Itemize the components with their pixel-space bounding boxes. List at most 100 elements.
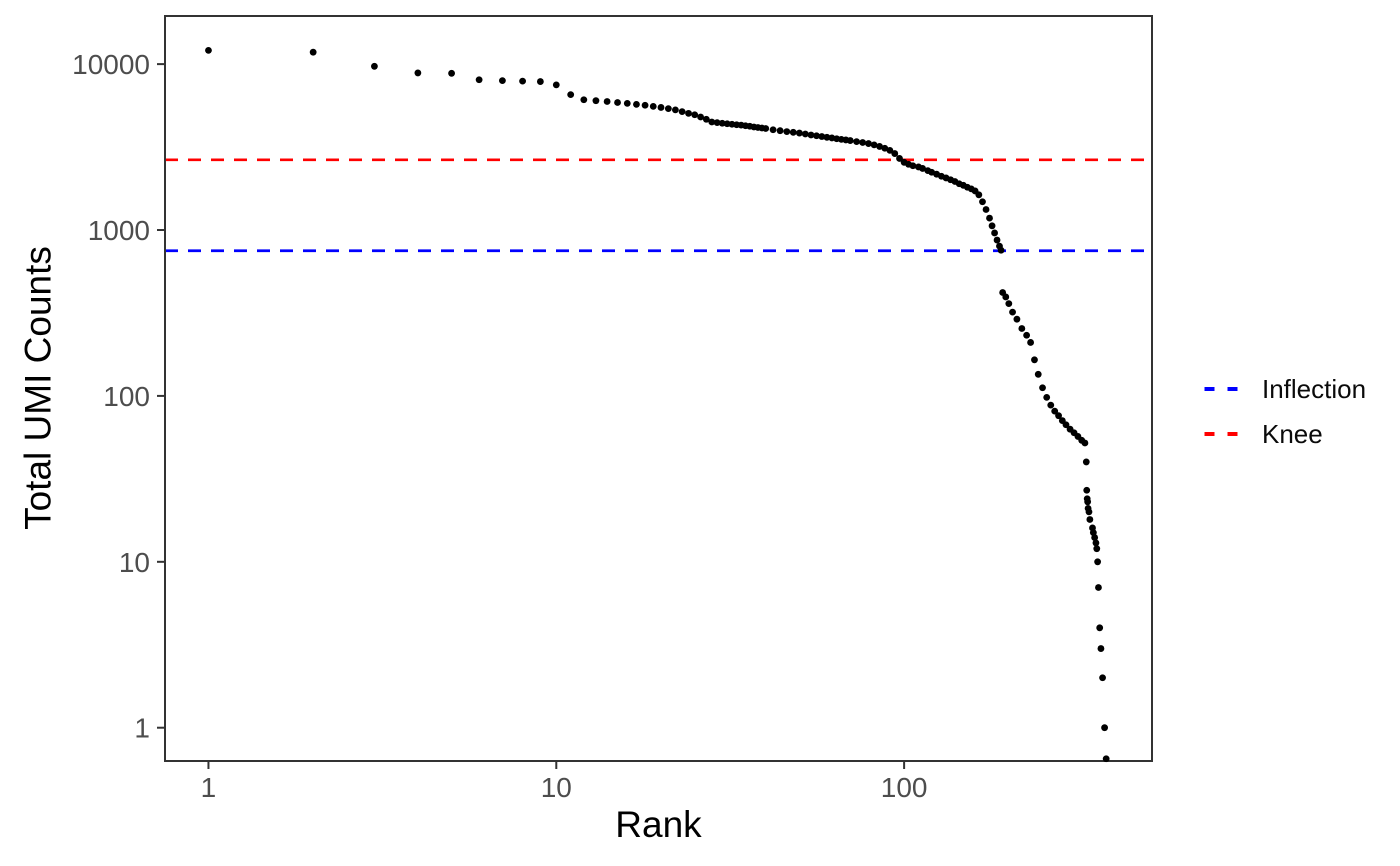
data-point (603, 98, 611, 105)
data-point (671, 106, 679, 114)
data-point (796, 129, 803, 137)
data-point (789, 128, 797, 136)
data-point (1101, 724, 1108, 732)
data-point (205, 46, 212, 54)
data-point (552, 81, 560, 89)
data-point (1009, 308, 1016, 316)
data-point (1102, 755, 1110, 763)
data-point (870, 141, 878, 149)
data-point (886, 146, 894, 154)
data-point (846, 137, 854, 144)
data-point (1023, 331, 1031, 339)
data-point (975, 191, 983, 199)
scatter-points (205, 46, 1110, 763)
data-point (685, 109, 692, 117)
data-point (986, 214, 993, 222)
data-point (801, 130, 809, 138)
data-point (1055, 412, 1062, 420)
data-point (1095, 584, 1102, 591)
data-point (623, 99, 631, 107)
data-point (919, 165, 926, 172)
y-tick-label: 10 (119, 547, 150, 578)
data-point (988, 222, 996, 230)
data-point (1097, 645, 1105, 652)
data-point (1051, 407, 1059, 415)
data-point (1091, 534, 1099, 541)
legend-label-inflection: Inflection (1262, 373, 1367, 404)
data-point (678, 108, 686, 116)
data-point (1031, 356, 1038, 364)
data-point (1013, 315, 1021, 323)
data-point (859, 139, 867, 146)
data-point (633, 100, 640, 108)
x-tick-label: 1 (201, 772, 217, 803)
data-point (614, 99, 621, 106)
data-point (818, 133, 826, 140)
y-tick-label: 1000 (88, 215, 150, 246)
data-point (909, 162, 917, 170)
data-point (993, 236, 1001, 244)
data-point (1034, 370, 1042, 378)
data-point (813, 132, 820, 140)
y-axis-title: Total UMI Counts (17, 246, 59, 530)
threshold-lines (165, 158, 1152, 253)
data-point (1099, 674, 1106, 682)
data-point (414, 69, 422, 77)
data-point (865, 140, 872, 147)
data-point (1096, 624, 1104, 632)
data-point (979, 198, 986, 206)
data-point (982, 206, 990, 213)
data-point (1084, 498, 1092, 506)
data-point (448, 69, 455, 77)
data-point (475, 76, 483, 84)
data-point (807, 131, 815, 139)
data-point (1047, 401, 1055, 409)
legend-item-inflection: Inflection (1203, 366, 1366, 411)
data-point (891, 150, 899, 157)
data-point (896, 155, 903, 162)
data-point (1082, 458, 1090, 466)
data-point (1005, 300, 1013, 308)
data-point (649, 103, 657, 110)
y-tick-label: 10000 (72, 49, 150, 80)
legend-label-knee: Knee (1262, 418, 1323, 449)
data-point (1081, 439, 1089, 447)
legend-item-knee: Knee (1203, 411, 1366, 456)
data-point (657, 104, 665, 111)
data-point (1086, 516, 1094, 523)
data-point (1018, 325, 1026, 332)
data-point (641, 101, 649, 109)
dashed-line-icon (1204, 431, 1238, 436)
x-tick-label: 10 (541, 772, 572, 803)
panel-border-rect (164, 15, 1153, 762)
data-point (823, 133, 831, 141)
data-point (309, 48, 317, 56)
data-point (762, 125, 770, 132)
y-tick-label: 100 (103, 381, 150, 412)
data-point (691, 111, 699, 119)
data-point (567, 91, 575, 99)
data-point (853, 138, 860, 146)
data-point (1085, 508, 1093, 516)
data-point (371, 62, 378, 70)
data-point (1043, 393, 1051, 401)
x-axis-title: Rank (615, 804, 702, 845)
data-point (997, 246, 1005, 254)
data-point (783, 128, 791, 135)
data-point (1094, 558, 1102, 566)
data-point (697, 113, 705, 121)
data-point (580, 96, 588, 104)
data-point (536, 78, 544, 85)
data-point (499, 77, 506, 85)
data-point (1093, 545, 1101, 553)
data-point (769, 126, 777, 134)
data-point (708, 118, 716, 126)
data-point (1092, 539, 1100, 547)
data-point (1083, 486, 1091, 494)
y-tick-label: 1 (134, 713, 150, 744)
axis-tick-labels: 1 10 100 1 10 100 1000 10000 (72, 49, 927, 803)
data-point (713, 119, 721, 127)
data-point (519, 77, 526, 85)
